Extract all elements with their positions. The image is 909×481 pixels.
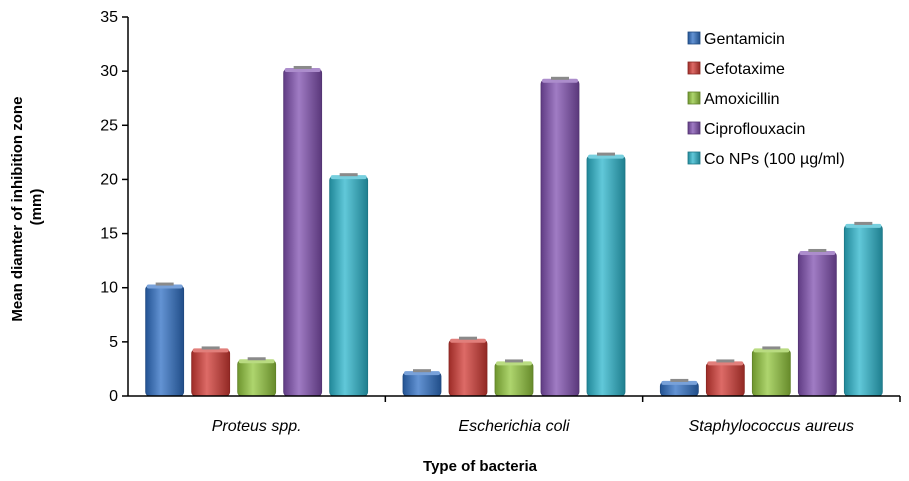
bar [586, 155, 626, 397]
y-axis-title-line2: (mm) [28, 189, 45, 226]
bar [843, 224, 883, 397]
bar [751, 349, 791, 397]
error-bar [597, 152, 615, 156]
y-tick-label: 25 [100, 117, 118, 134]
legend-label: Ciproflouxacin [704, 121, 805, 138]
legend-swatch [687, 91, 701, 105]
error-bar [762, 346, 781, 350]
error-bar [808, 248, 827, 252]
legend-label: Co NPs (100 µg/ml) [704, 151, 845, 168]
y-tick-label: 20 [100, 171, 118, 188]
error-bar [670, 378, 689, 382]
bar [329, 175, 369, 397]
error-bar [339, 173, 358, 177]
error-bar [201, 346, 220, 350]
error-bar [716, 359, 735, 363]
bar [494, 362, 534, 397]
error-bar [413, 369, 431, 373]
x-category-label: Staphylococcus aureus [689, 418, 854, 435]
y-tick-label: 15 [100, 226, 118, 243]
x-categories: Proteus spp. Escherichia coli Staphylococc… [212, 396, 901, 435]
bar [237, 359, 277, 397]
y-tick-label: 35 [100, 9, 118, 26]
y-ticks: 0 5 10 15 20 25 30 35 [100, 9, 128, 405]
x-category-label: Proteus spp. [212, 418, 302, 435]
bar [705, 362, 745, 397]
legend-swatch [687, 121, 701, 135]
legend-swatch [687, 31, 701, 45]
bar [540, 79, 580, 397]
error-bar [155, 282, 174, 286]
legend-label: Gentamicin [704, 31, 785, 48]
legend-swatch [687, 151, 701, 165]
bar [402, 371, 442, 397]
y-axis-title: Mean diamter of inhibition zone (mm) [9, 92, 45, 321]
bar [191, 349, 231, 397]
bar [283, 68, 323, 397]
error-bar [505, 359, 523, 363]
y-axis-title-line1: Mean diamter of inhibition zone [9, 97, 26, 322]
legend-swatch [687, 61, 701, 75]
legend-label: Amoxicillin [704, 91, 780, 108]
legend: Gentamicin Cefotaxime Amoxicillin Ciproflou… [687, 31, 845, 168]
y-tick-label: 30 [100, 63, 118, 80]
y-tick-label: 5 [109, 334, 118, 351]
axes-layer [127, 17, 900, 397]
bar [797, 251, 837, 397]
error-bar [551, 76, 569, 80]
error-bar [854, 221, 873, 225]
y-tick-label: 10 [100, 280, 118, 297]
y-tick-label: 0 [109, 388, 118, 405]
legend-label: Cefotaxime [704, 61, 785, 78]
x-category-label: Escherichia coli [458, 418, 570, 435]
x-axis-title: Type of bacteria [423, 458, 538, 475]
bar [448, 339, 488, 397]
error-bar [247, 357, 266, 361]
error-bar [293, 65, 312, 69]
bar [145, 285, 185, 397]
bars-layer [145, 65, 883, 397]
error-bar [459, 336, 477, 340]
